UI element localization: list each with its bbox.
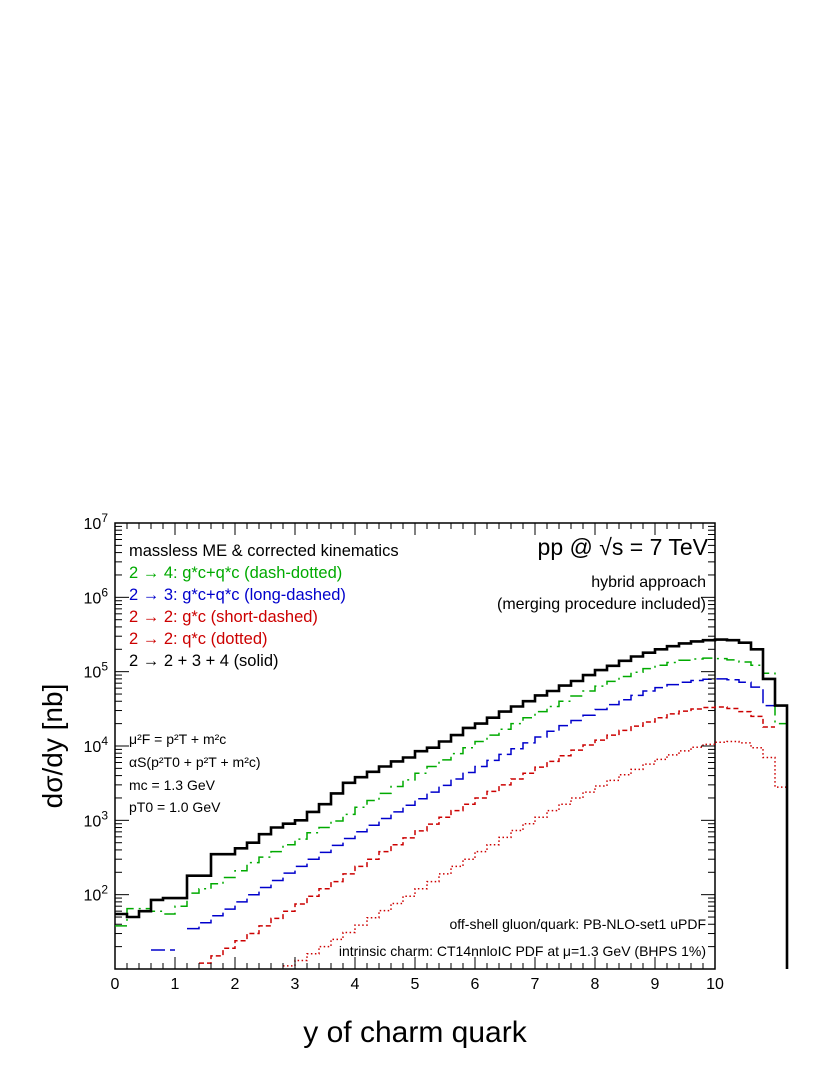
parameters: μ²F = p²T + m²c αS(p²T0 + p²T + m²c) mc … — [129, 731, 261, 815]
legend-entry: 2 → 2: q*c (dotted) — [129, 630, 268, 648]
x-tick-label: 0 — [111, 976, 120, 993]
x-tick-label: 4 — [351, 976, 360, 993]
series-line — [115, 657, 787, 927]
y-axis-title: dσ/dy [nb] — [37, 684, 68, 809]
param-line: μ²F = p²T + m²c — [129, 731, 226, 747]
y-tick-label: 107 — [84, 511, 109, 533]
y-tick-label: 105 — [84, 660, 109, 682]
footer-line1: off-shell gluon/quark: PB-NLO-set1 uPDF — [449, 916, 706, 932]
legend-entry: 2 → 4: g*c+q*c (dash-dotted) — [129, 564, 342, 582]
x-tick-label: 5 — [411, 976, 420, 993]
series-layer — [115, 638, 789, 969]
y-tick-label: 106 — [84, 585, 109, 607]
legend-title: massless ME & corrected kinematics — [129, 542, 399, 560]
x-tick-label: 1 — [171, 976, 180, 993]
series-line — [283, 740, 787, 967]
y-tick-label: 102 — [84, 883, 109, 905]
legend-entry: 2 → 2 + 3 + 4 (solid) — [129, 652, 279, 670]
x-tick-label: 7 — [531, 976, 540, 993]
legend-entry: 2 → 3: g*c+q*c (long-dashed) — [129, 586, 346, 604]
x-tick-label: 2 — [231, 976, 240, 993]
series-line — [199, 706, 775, 964]
param-line: mc = 1.3 GeV — [129, 777, 216, 793]
legend-entry: 2 → 2: g*c (short-dashed) — [129, 608, 318, 626]
series-line — [151, 678, 775, 951]
param-line: pT0 = 1.0 GeV — [129, 799, 221, 815]
energy-label: pp @ √s = 7 TeV — [538, 534, 709, 560]
approach-line2: (merging procedure included) — [497, 596, 706, 613]
param-line: αS(p²T0 + p²T + m²c) — [129, 754, 261, 770]
x-tick-label: 3 — [291, 976, 300, 993]
y-tick-label: 104 — [84, 734, 109, 756]
footer-line2: intrinsic charm: CT14nnloIC PDF at μ=1.3… — [339, 943, 706, 959]
y-tick-label: 103 — [84, 808, 109, 830]
x-tick-label: 9 — [651, 976, 660, 993]
axes-layer: 0 1 2 3 4 5 6 7 8 9 10 102 103 104 105 106 107 — [84, 511, 724, 993]
series-line — [115, 638, 789, 969]
legend: massless ME & corrected kinematics 2 → 4… — [129, 542, 399, 670]
x-tick-label: 10 — [706, 976, 724, 993]
x-tick-label: 6 — [471, 976, 480, 993]
x-axis-title: y of charm quark — [303, 1016, 527, 1049]
approach-line1: hybrid approach — [591, 574, 706, 591]
x-tick-label: 8 — [591, 976, 600, 993]
